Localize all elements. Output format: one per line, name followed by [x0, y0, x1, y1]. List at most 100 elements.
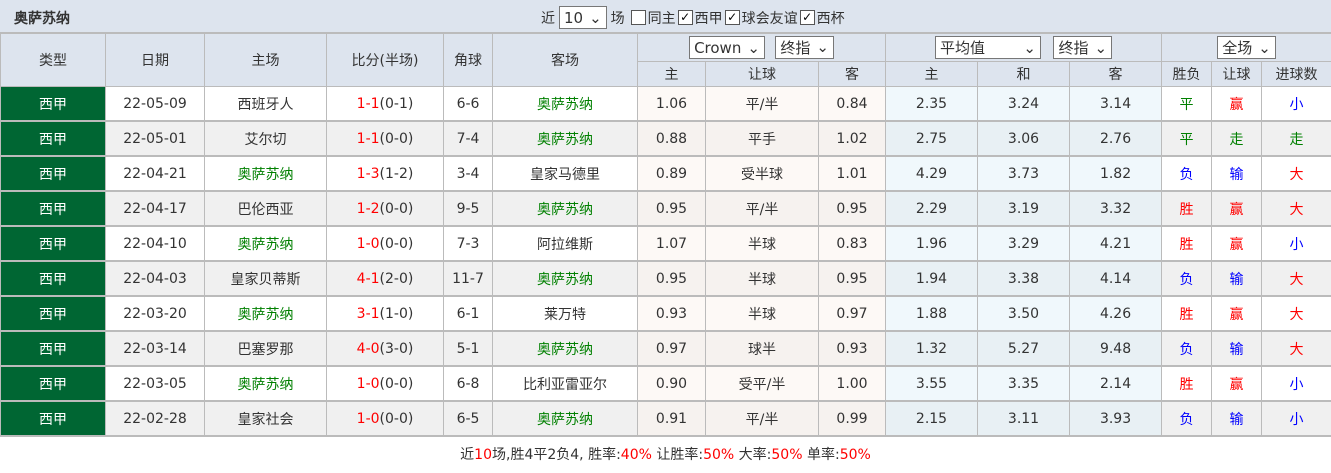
home-team[interactable]: 奥萨苏纳: [205, 296, 327, 331]
eu-home-odds: 1.96: [886, 226, 978, 261]
result-wl: 平: [1162, 87, 1212, 122]
chevron-down-icon: ⌄: [1258, 39, 1271, 57]
home-team[interactable]: 西班牙人: [205, 87, 327, 122]
ah-away-odds: 0.97: [819, 296, 886, 331]
range-select[interactable]: 全场⌄: [1217, 36, 1276, 59]
league-type[interactable]: 西甲: [1, 261, 106, 296]
match-date: 22-05-01: [106, 121, 205, 156]
full-score: 1-0: [357, 236, 380, 252]
col-ah-away: 客: [819, 62, 886, 87]
home-team[interactable]: 奥萨苏纳: [205, 156, 327, 191]
chevron-down-icon: ⌄: [589, 9, 602, 27]
half-score: (0-0): [380, 236, 414, 252]
league-type[interactable]: 西甲: [1, 121, 106, 156]
ah-away-odds: 0.83: [819, 226, 886, 261]
match-date: 22-03-14: [106, 331, 205, 366]
eu-home-odds: 2.75: [886, 121, 978, 156]
league-checkbox-laliga[interactable]: ✓: [678, 10, 693, 25]
summary-part: 让胜率:: [652, 447, 703, 463]
match-date: 22-03-20: [106, 296, 205, 331]
score[interactable]: 4-0(3-0): [327, 331, 444, 366]
result-ou: 大: [1262, 156, 1331, 191]
score[interactable]: 1-0(0-0): [327, 366, 444, 401]
away-team[interactable]: 奥萨苏纳: [493, 87, 638, 122]
away-team[interactable]: 阿拉维斯: [493, 226, 638, 261]
recent-count-value: 10: [564, 9, 583, 27]
ah-selectors: Crown⌄ 终指⌄: [638, 34, 886, 62]
ah-away-odds: 0.93: [819, 331, 886, 366]
col-eu-away: 客: [1070, 62, 1162, 87]
corners: 7-3: [444, 226, 493, 261]
score[interactable]: 1-0(0-0): [327, 226, 444, 261]
league-type[interactable]: 西甲: [1, 331, 106, 366]
eu-draw-odds: 3.24: [978, 87, 1070, 122]
eu-selectors: 平均值⌄ 终指⌄: [886, 34, 1162, 62]
recent-suffix: 场: [611, 8, 625, 28]
home-team[interactable]: 奥萨苏纳: [205, 226, 327, 261]
ah-line: 半球: [706, 261, 819, 296]
eu-mode-select[interactable]: 终指⌄: [1053, 36, 1112, 59]
score[interactable]: 1-1(0-1): [327, 87, 444, 122]
league-label: 西甲: [695, 8, 723, 28]
away-team[interactable]: 奥萨苏纳: [493, 191, 638, 226]
home-team[interactable]: 巴伦西亚: [205, 191, 327, 226]
score[interactable]: 1-1(0-0): [327, 121, 444, 156]
full-score: 4-1: [357, 271, 380, 287]
ah-mode-select[interactable]: 终指⌄: [775, 36, 834, 59]
away-team[interactable]: 皇家马德里: [493, 156, 638, 191]
league-type[interactable]: 西甲: [1, 156, 106, 191]
score[interactable]: 1-3(1-2): [327, 156, 444, 191]
match-date: 22-04-17: [106, 191, 205, 226]
league-type[interactable]: 西甲: [1, 87, 106, 122]
corners: 6-1: [444, 296, 493, 331]
eu-away-odds: 3.32: [1070, 191, 1162, 226]
result-ou: 小: [1262, 226, 1331, 261]
same-home-label: 同主: [648, 8, 676, 28]
half-score: (2-0): [380, 271, 414, 287]
score[interactable]: 4-1(2-0): [327, 261, 444, 296]
ah-company-select[interactable]: Crown⌄: [689, 36, 765, 59]
team-title: 奥萨苏纳: [14, 8, 70, 28]
score[interactable]: 3-1(1-0): [327, 296, 444, 331]
half-score: (1-0): [380, 306, 414, 322]
home-team[interactable]: 皇家贝蒂斯: [205, 261, 327, 296]
ah-home-odds: 0.88: [638, 121, 706, 156]
score[interactable]: 1-0(0-0): [327, 401, 444, 436]
eu-draw-odds: 3.11: [978, 401, 1070, 436]
match-date: 22-05-09: [106, 87, 205, 122]
eu-company-select[interactable]: 平均值⌄: [935, 36, 1041, 59]
eu-away-odds: 2.14: [1070, 366, 1162, 401]
away-team[interactable]: 奥萨苏纳: [493, 261, 638, 296]
ah-home-odds: 0.91: [638, 401, 706, 436]
away-team[interactable]: 奥萨苏纳: [493, 331, 638, 366]
league-checkbox-friendly[interactable]: ✓: [725, 10, 740, 25]
league-type[interactable]: 西甲: [1, 401, 106, 436]
title-bar: 奥萨苏纳 近 10⌄ 场 同主 ✓西甲 ✓球会友谊 ✓西杯: [0, 0, 1331, 33]
ah-company-value: Crown: [694, 39, 741, 57]
home-team[interactable]: 奥萨苏纳: [205, 366, 327, 401]
home-team[interactable]: 巴塞罗那: [205, 331, 327, 366]
league-type[interactable]: 西甲: [1, 366, 106, 401]
league-checkbox-cup[interactable]: ✓: [800, 10, 815, 25]
recent-count-select[interactable]: 10 ⌄: [559, 6, 607, 29]
col-type: 类型: [1, 34, 106, 87]
away-team[interactable]: 莱万特: [493, 296, 638, 331]
away-team[interactable]: 奥萨苏纳: [493, 121, 638, 156]
score[interactable]: 1-2(0-0): [327, 191, 444, 226]
full-score: 1-3: [357, 166, 380, 182]
eu-home-odds: 1.88: [886, 296, 978, 331]
match-date: 22-04-21: [106, 156, 205, 191]
league-type[interactable]: 西甲: [1, 296, 106, 331]
home-team[interactable]: 皇家社会: [205, 401, 327, 436]
same-home-checkbox[interactable]: [631, 10, 646, 25]
away-team[interactable]: 奥萨苏纳: [493, 401, 638, 436]
half-score: (0-0): [380, 411, 414, 427]
col-home: 主场: [205, 34, 327, 87]
league-type[interactable]: 西甲: [1, 191, 106, 226]
away-team[interactable]: 比利亚雷亚尔: [493, 366, 638, 401]
summary-part: 50%: [771, 447, 802, 463]
home-team[interactable]: 艾尔切: [205, 121, 327, 156]
league-type[interactable]: 西甲: [1, 226, 106, 261]
